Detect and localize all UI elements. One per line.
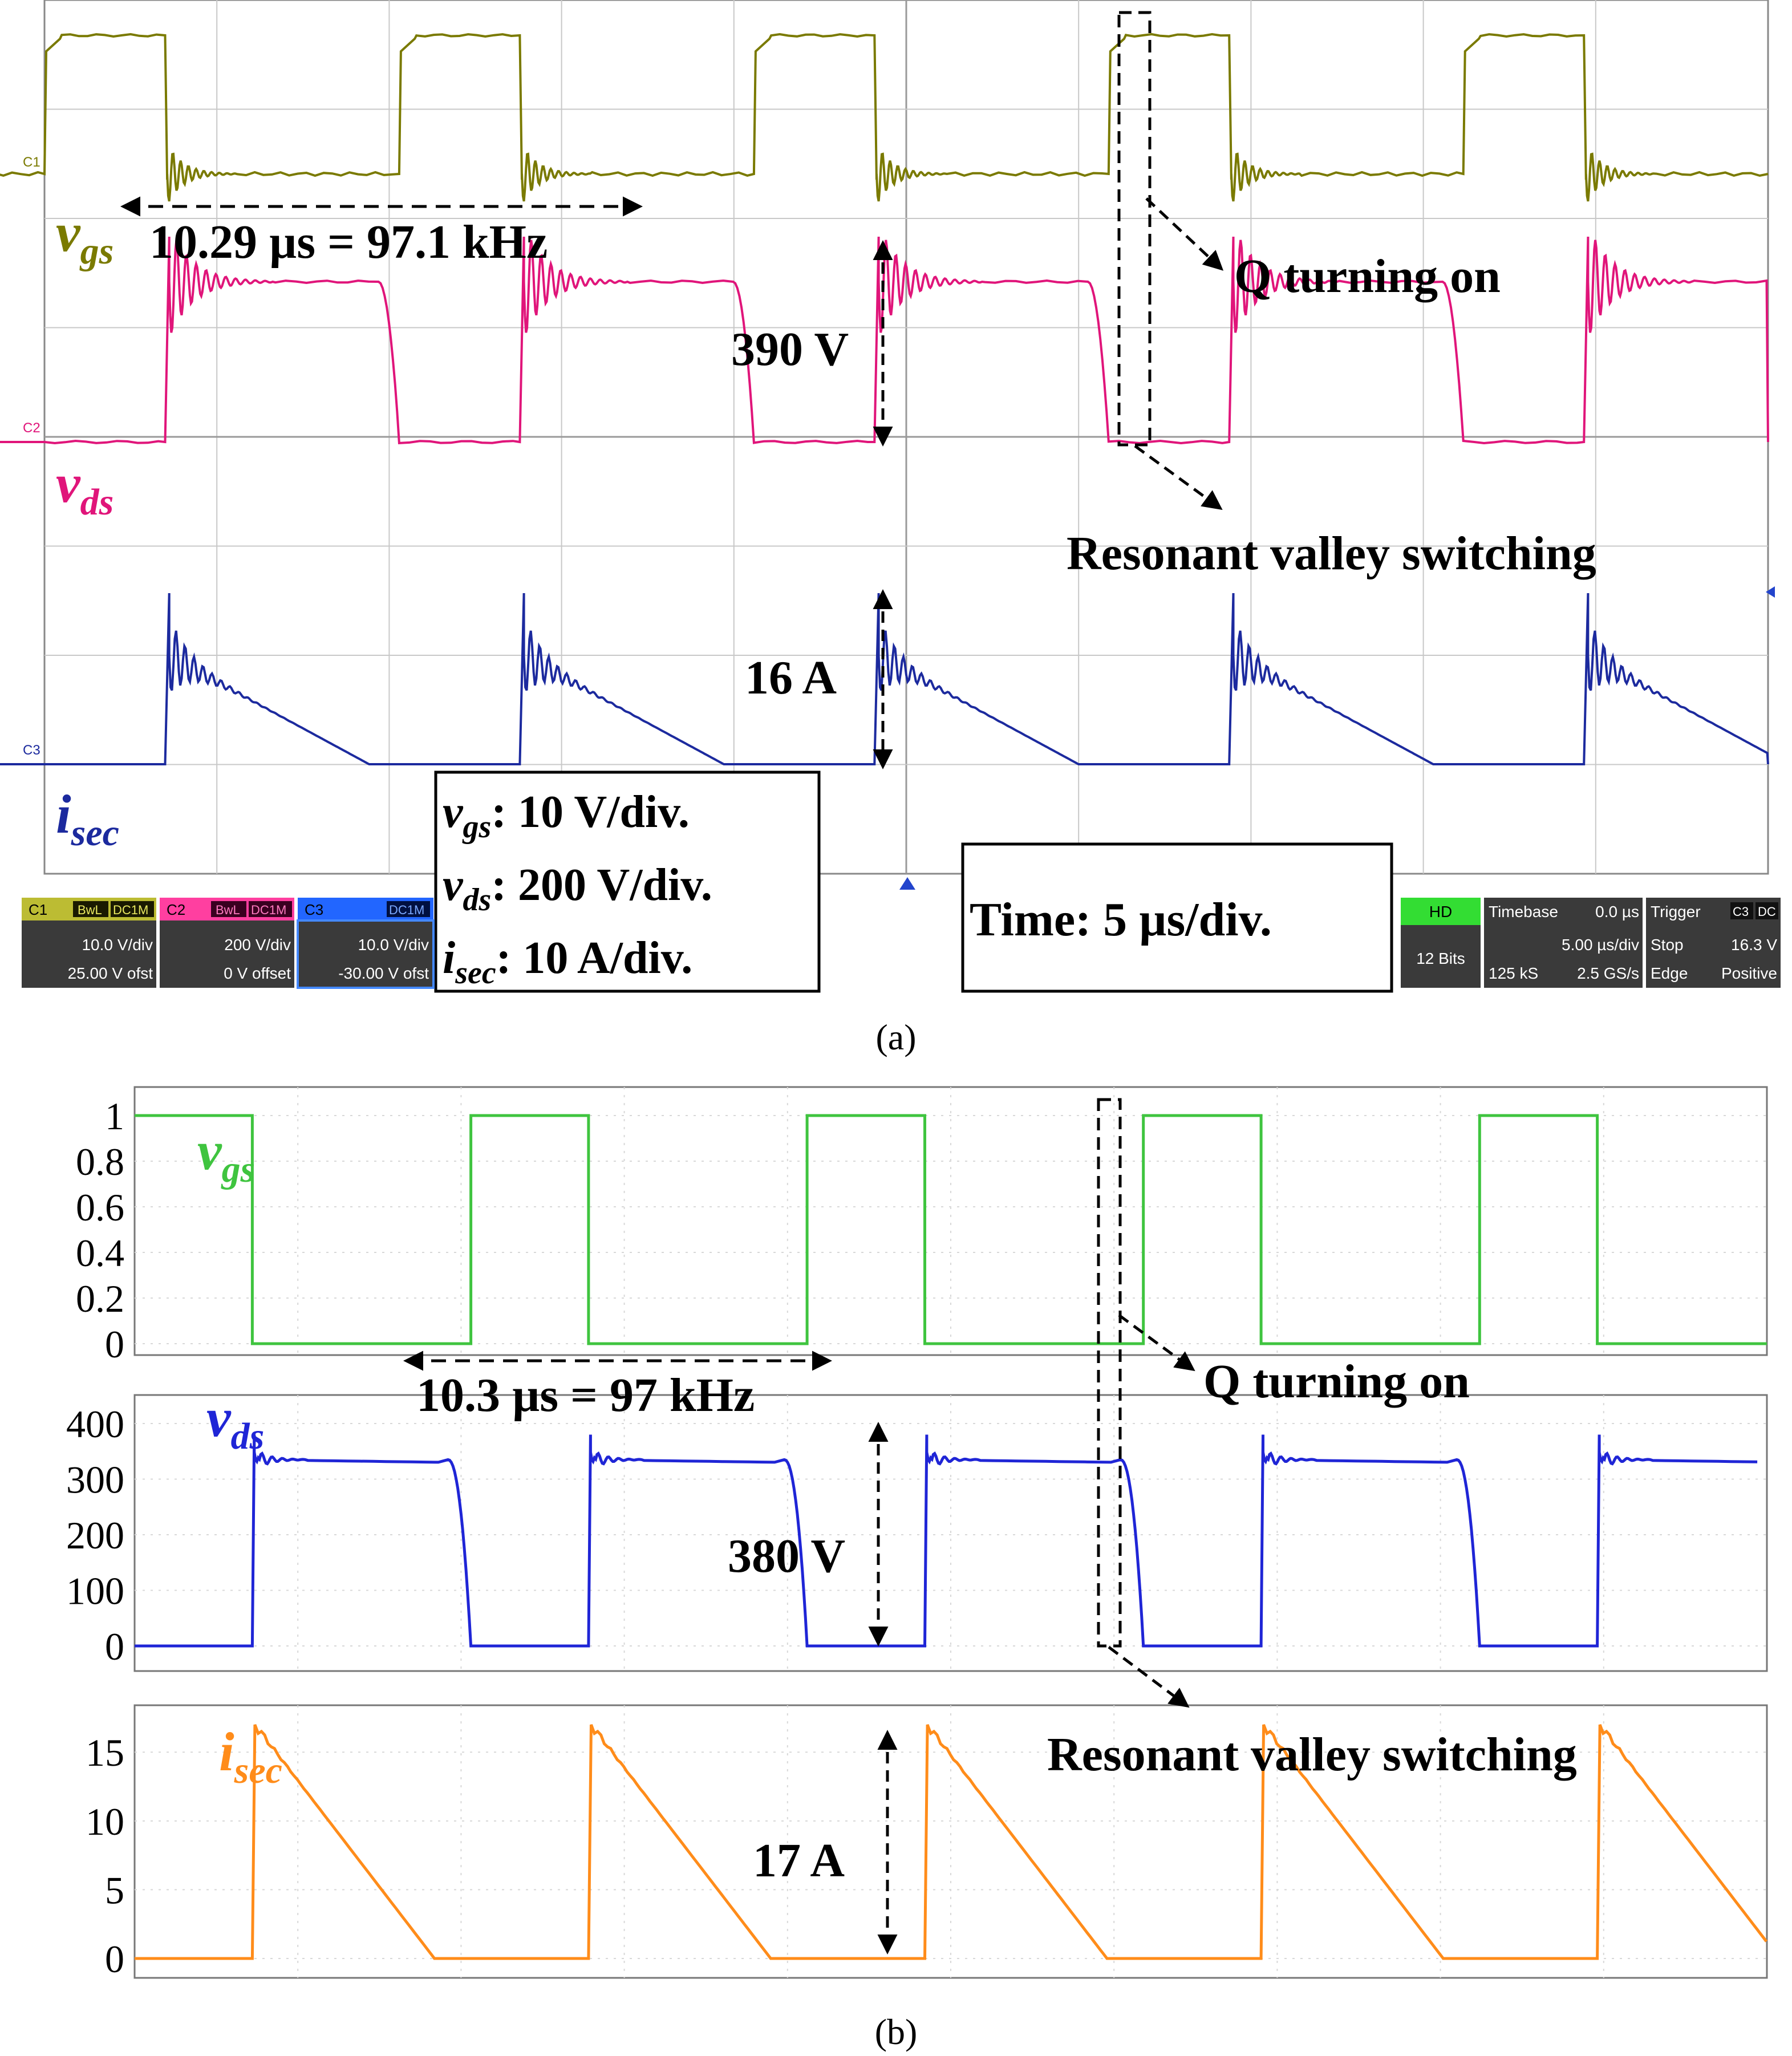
svg-text:25.00 V ofst: 25.00 V ofst (68, 964, 153, 982)
y-tick-label: 100 (66, 1570, 124, 1613)
scope-traces (0, 33, 1769, 765)
svg-text:Positive: Positive (1721, 964, 1777, 982)
trace-vgs-b (135, 1114, 1767, 1345)
vds-amp-label-b: 380 V (728, 1530, 845, 1583)
label-vgs-b: vgs (197, 1120, 255, 1190)
y-tick-label: 0.8 (76, 1140, 124, 1183)
y-tick-label: 10 (86, 1800, 124, 1843)
trigger-marker-bottom (899, 877, 915, 890)
switching-box-a (1117, 11, 1152, 447)
svg-text:0.0 µs: 0.0 µs (1595, 903, 1639, 920)
time-legend-box (961, 842, 1393, 993)
panel-a: C1 C2 C3 vgs vds isec 10.29 µs = 97.1 kH… (0, 0, 1781, 1057)
isec-amp-label-b: 17 A (753, 1834, 845, 1887)
svg-text:125 kS: 125 kS (1489, 964, 1538, 982)
channel-info-c1[interactable]: C1 BwL DC1M 10.0 V/div 25.00 V ofst (22, 898, 156, 988)
scale-vds: vds: 200 V/div. (443, 860, 712, 918)
channel-info-c2[interactable]: C2 BwL DC1M 200 V/div 0 V offset (160, 898, 294, 988)
svg-text:DC1M: DC1M (113, 903, 148, 917)
plot-vgs-frame (133, 1086, 1768, 1356)
svg-text:200 V/div: 200 V/div (224, 936, 291, 954)
svg-text:0 V offset: 0 V offset (224, 964, 291, 982)
y-tick-label: 0 (105, 1625, 124, 1668)
q-on-arrow-b (1118, 1313, 1195, 1372)
ch-tag-c3: C3 (23, 743, 40, 758)
y-tick-label: 0.6 (76, 1186, 124, 1229)
label-vds-a: vds (56, 453, 113, 523)
y-tick-label: 5 (105, 1868, 124, 1912)
y-tick-label: 300 (66, 1458, 124, 1502)
ch-tag-c2: C2 (23, 420, 40, 436)
label-isec-a: isec (56, 784, 119, 854)
switching-box-b (1097, 1098, 1122, 1648)
resonant-arrow-b (1108, 1646, 1190, 1708)
period-label-b: 10.3 µs = 97 kHz (416, 1369, 755, 1422)
svg-text:10.0 V/div: 10.0 V/div (82, 936, 153, 954)
q-on-label-b: Q turning on (1203, 1355, 1470, 1408)
y-tick-label: 0 (105, 1937, 124, 1981)
timebase-info[interactable]: Timebase 0.0 µs 5.00 µs/div 125 kS 2.5 G… (1484, 898, 1643, 988)
svg-text:Timebase: Timebase (1489, 903, 1558, 920)
svg-text:BwL: BwL (78, 903, 102, 917)
svg-text:2.5 GS/s: 2.5 GS/s (1577, 964, 1639, 982)
trace-isec-a (0, 593, 1769, 765)
label-vds-b: vds (206, 1387, 264, 1457)
y-tick-label: 0 (105, 1323, 124, 1366)
y-tick-label: 1 (105, 1094, 124, 1138)
scale-isec: isec: 10 A/div. (443, 933, 692, 991)
svg-text:C3: C3 (1733, 905, 1749, 919)
svg-text:10.0 V/div: 10.0 V/div (358, 936, 429, 954)
scale-legend-box (434, 771, 821, 993)
channel-info-c3[interactable]: C3 DC1M 10.0 V/div -30.00 V ofst (297, 898, 435, 989)
y-tick-label: 15 (86, 1731, 124, 1774)
scope-grid (44, 0, 1768, 874)
svg-text:C3: C3 (305, 901, 323, 918)
resonant-label-a: Resonant valley switching (1067, 527, 1596, 580)
vds-amp-label-a: 390 V (731, 323, 849, 376)
y-tick-label: 0.4 (76, 1231, 124, 1275)
svg-text:BwL: BwL (216, 903, 240, 917)
ch-tag-c1: C1 (23, 155, 40, 170)
caption-b: (b) (875, 2012, 918, 2052)
svg-text:HD: HD (1429, 903, 1452, 920)
trace-isec-b (135, 1724, 1768, 1960)
svg-text:Trigger: Trigger (1651, 903, 1701, 920)
period-label-a: 10.29 µs = 97.1 kHz (149, 216, 548, 269)
svg-text:-30.00 V ofst: -30.00 V ofst (338, 964, 429, 982)
y-tick-label: 200 (66, 1514, 124, 1557)
svg-text:C1: C1 (29, 901, 47, 918)
acq-info[interactable]: HD 12 Bits (1401, 898, 1481, 988)
svg-text:12 Bits: 12 Bits (1416, 950, 1465, 967)
resonant-label-b: Resonant valley switching (1047, 1728, 1577, 1781)
y-tick-label: 0.2 (76, 1277, 124, 1320)
trace-vds-a (0, 236, 1769, 445)
q-on-label-a: Q turning on (1234, 250, 1501, 303)
svg-text:DC1M: DC1M (251, 903, 286, 917)
trace-vds-b (135, 1434, 1758, 1648)
svg-text:Stop: Stop (1651, 936, 1684, 954)
time-label: Time: 5 µs/div. (970, 893, 1272, 946)
trigger-level-marker (1766, 586, 1775, 598)
trace-vgs-a (0, 33, 1769, 202)
isec-amp-label-a: 16 A (745, 651, 837, 704)
svg-text:DC1M: DC1M (389, 903, 424, 917)
svg-text:C2: C2 (167, 901, 185, 918)
plot-traces (135, 1114, 1768, 1960)
caption-a: (a) (875, 1017, 916, 1057)
trigger-info[interactable]: Trigger C3 DC Stop 16.3 V Edge Positive (1646, 898, 1781, 988)
svg-text:5.00 µs/div: 5.00 µs/div (1562, 936, 1639, 954)
svg-text:Edge: Edge (1651, 964, 1688, 982)
label-isec-b: isec (219, 1721, 282, 1791)
svg-text:DC: DC (1758, 905, 1776, 919)
y-tick-label: 400 (66, 1402, 124, 1446)
svg-text:16.3 V: 16.3 V (1731, 936, 1777, 954)
label-vgs-a: vgs (56, 202, 113, 272)
scale-vgs: vgs: 10 V/div. (443, 787, 690, 845)
